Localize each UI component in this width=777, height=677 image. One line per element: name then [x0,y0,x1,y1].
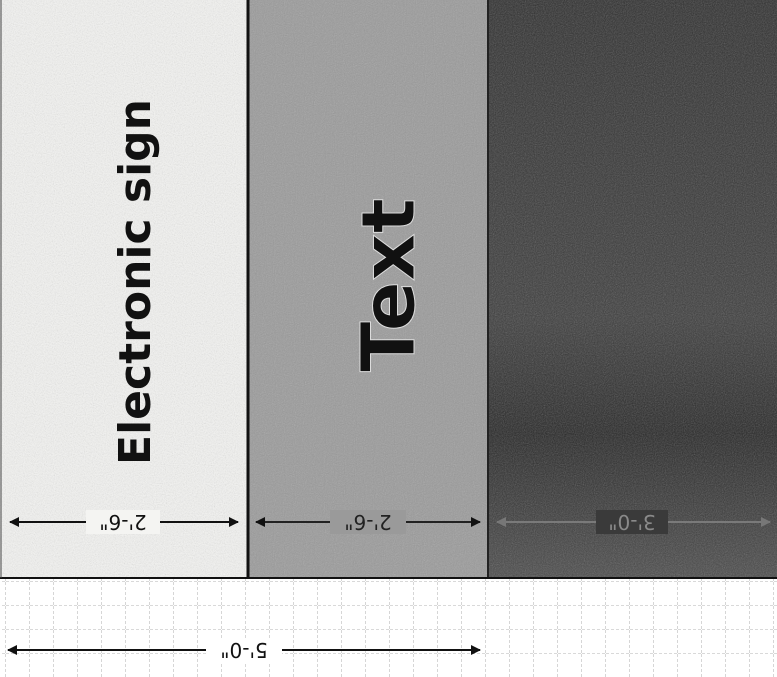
panel-gray-texture [248,0,488,578]
panel-label-text: Text [346,198,432,372]
dimension-label-bg-total [206,638,282,662]
dimension-label-bg-gray [330,510,406,534]
panel-label-electronic-sign: Electronic sign [110,99,161,465]
panel-dark-texture [488,0,777,578]
dimension-label-white: 2'-6" [99,510,146,534]
dimension-label-total: 5'-0" [220,638,267,662]
dimension-label-gray: 2'-6" [344,510,391,534]
dimension-label-bg-dark [596,510,668,534]
dimension-label-bg-white [86,510,160,534]
grid-lines [0,578,777,677]
panel-white-texture [0,0,248,578]
dimension-label-dark: 3'-0" [608,510,655,534]
